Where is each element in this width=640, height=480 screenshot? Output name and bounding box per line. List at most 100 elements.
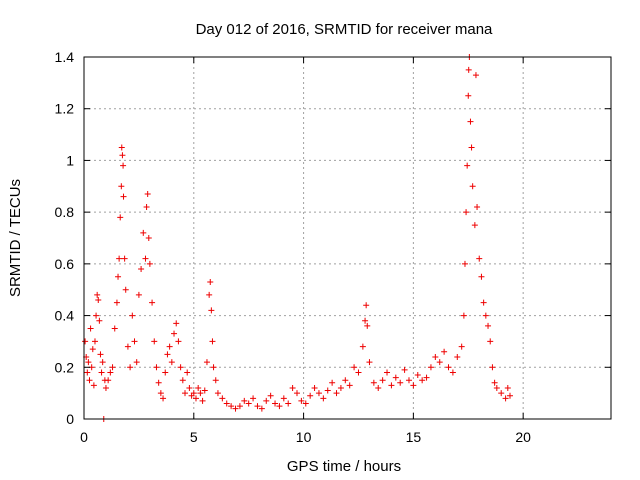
data-point xyxy=(119,152,126,159)
data-point xyxy=(355,369,362,376)
data-point xyxy=(454,353,461,360)
data-point xyxy=(143,203,150,210)
data-point xyxy=(236,403,243,410)
data-point xyxy=(99,359,106,366)
data-point xyxy=(162,369,169,376)
data-point xyxy=(320,395,327,402)
data-point xyxy=(465,92,472,99)
x-axis-title: GPS time / hours xyxy=(287,458,401,475)
data-point xyxy=(117,214,124,221)
data-point xyxy=(392,374,399,381)
x-tick-labels: 0 5 10 15 20 xyxy=(80,429,531,445)
data-point xyxy=(478,273,485,280)
data-point xyxy=(210,364,217,371)
data-point xyxy=(346,382,353,389)
data-point xyxy=(289,384,296,391)
data-point xyxy=(489,364,496,371)
data-point xyxy=(168,359,175,366)
data-point xyxy=(241,397,248,404)
data-point xyxy=(476,255,483,262)
data-point xyxy=(506,392,513,399)
data-point xyxy=(206,291,213,298)
data-point xyxy=(441,348,448,355)
data-point xyxy=(107,369,114,376)
data-point xyxy=(94,291,101,298)
data-point xyxy=(89,346,96,353)
data-point xyxy=(436,359,443,366)
data-point xyxy=(153,364,160,371)
data-point xyxy=(245,400,252,407)
data-point xyxy=(95,297,102,304)
data-point xyxy=(171,330,178,337)
data-point xyxy=(298,397,305,404)
x-tick-label: 0 xyxy=(80,429,88,445)
data-point xyxy=(458,343,465,350)
data-point xyxy=(445,364,452,371)
data-point xyxy=(124,343,131,350)
data-point xyxy=(219,395,226,402)
data-point xyxy=(471,222,478,229)
data-point xyxy=(351,364,358,371)
data-point xyxy=(388,382,395,389)
data-point xyxy=(97,351,104,358)
data-point xyxy=(461,260,468,267)
data-point xyxy=(480,299,487,306)
y-tick-label: 1.2 xyxy=(55,101,75,117)
data-point xyxy=(145,235,152,241)
data-point xyxy=(160,395,167,402)
data-point xyxy=(98,369,105,376)
data-point xyxy=(140,229,147,236)
data-point xyxy=(482,312,489,319)
data-point xyxy=(467,118,474,125)
data-point xyxy=(135,291,142,298)
plot-frame xyxy=(83,56,612,420)
data-point xyxy=(254,403,261,410)
data-point xyxy=(151,338,158,345)
data-point xyxy=(118,144,125,151)
y-axis-title: SRMTID / TECUs xyxy=(7,179,24,297)
data-point xyxy=(329,379,336,386)
data-point xyxy=(173,320,180,327)
data-point xyxy=(199,397,206,404)
data-point xyxy=(285,400,292,407)
data-point xyxy=(263,397,270,404)
data-point xyxy=(423,374,430,381)
y-tick-label: 0 xyxy=(66,411,74,427)
data-point xyxy=(405,377,412,384)
y-tick-label: 0.4 xyxy=(55,308,75,324)
data-point xyxy=(84,369,91,376)
data-point xyxy=(293,390,300,397)
data-point xyxy=(410,382,417,389)
y-tick-label: 1.4 xyxy=(55,49,75,65)
data-point xyxy=(258,405,265,412)
data-point xyxy=(201,387,208,394)
data-point xyxy=(96,317,103,324)
data-point xyxy=(333,390,340,397)
y-tick-label: 1 xyxy=(66,152,74,168)
data-point xyxy=(87,325,94,332)
data-point xyxy=(267,392,274,399)
data-point xyxy=(307,392,314,399)
data-point xyxy=(379,377,386,384)
data-point xyxy=(111,325,118,332)
data-point xyxy=(414,372,421,379)
data-point xyxy=(164,351,171,358)
data-point xyxy=(209,338,216,345)
data-point xyxy=(144,191,151,198)
data-point xyxy=(280,395,287,402)
data-point xyxy=(192,395,199,402)
data-point xyxy=(250,395,257,402)
data-point xyxy=(498,390,505,397)
data-point xyxy=(223,400,230,407)
data-point xyxy=(186,384,193,391)
data-point xyxy=(90,382,97,389)
data-point xyxy=(208,307,215,314)
data-point xyxy=(491,379,498,386)
y-tick-label: 0.2 xyxy=(55,359,75,375)
data-point xyxy=(232,405,239,412)
y-tick-label: 0.8 xyxy=(55,204,75,220)
data-point xyxy=(342,377,349,384)
data-point xyxy=(105,377,112,384)
data-point xyxy=(472,72,479,79)
data-point xyxy=(359,343,366,350)
